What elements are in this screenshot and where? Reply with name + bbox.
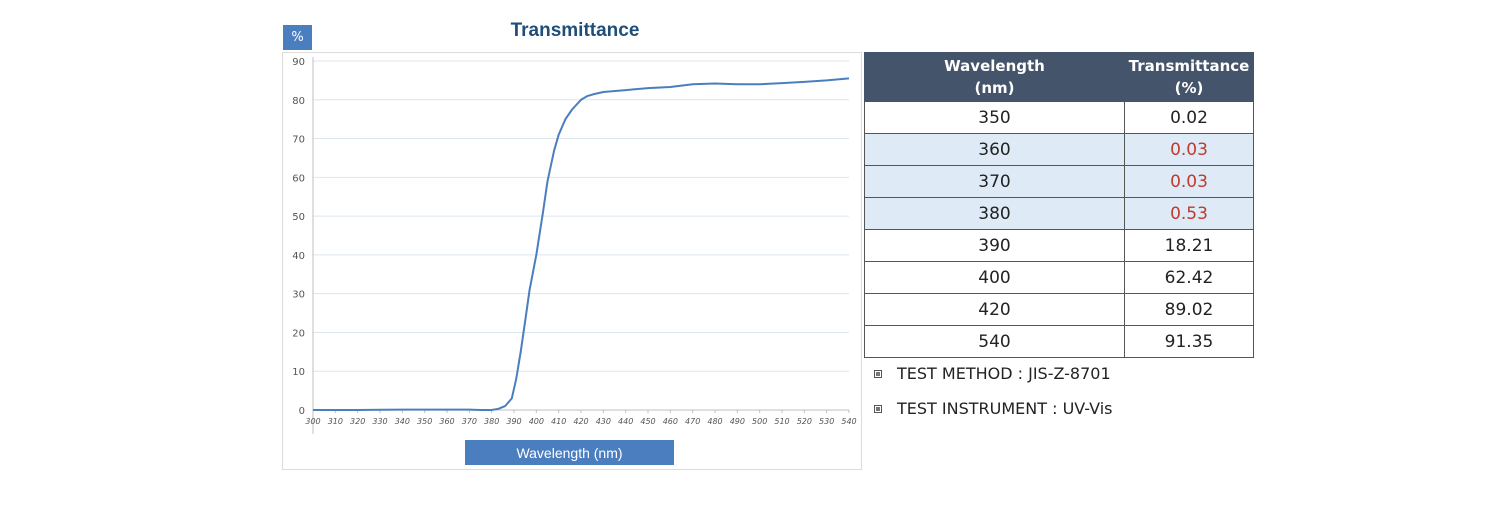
x-tick-label: 460 <box>663 417 678 426</box>
x-tick-label: 370 <box>462 417 477 426</box>
table-row: 420 89.02 <box>863 293 1254 326</box>
transmittance-cell: 0.03 <box>1124 165 1254 198</box>
wavelength-cell: 360 <box>863 133 1126 166</box>
y-tick-label: 10 <box>292 367 305 378</box>
x-tick-label: 490 <box>730 417 745 426</box>
x-tick-label: 330 <box>372 417 387 426</box>
header-wavelength-line2: (nm) <box>974 79 1015 97</box>
bullet-icon <box>874 404 882 413</box>
x-tick-label: 300 <box>305 417 320 426</box>
test-method-note: TEST METHOD : JIS-Z-8701 <box>874 364 1111 383</box>
y-tick-label: 70 <box>292 135 305 146</box>
x-tick-label: 500 <box>752 417 767 426</box>
y-tick-label: 30 <box>292 290 305 301</box>
chart-panel <box>282 52 862 470</box>
y-tick-label: 50 <box>292 212 305 223</box>
transmittance-cell: 91.35 <box>1124 325 1254 358</box>
x-tick-label: 540 <box>841 417 856 426</box>
x-tick-label: 430 <box>596 417 611 426</box>
x-tick-label: 410 <box>551 417 566 426</box>
wavelength-cell: 540 <box>863 325 1126 358</box>
x-tick-label: 320 <box>350 417 365 426</box>
y-tick-label: 60 <box>292 173 305 184</box>
transmittance-cell: 62.42 <box>1124 261 1254 294</box>
table-row: 400 62.42 <box>863 261 1254 294</box>
header-transmittance-line1: Transmittance <box>1128 57 1250 75</box>
x-tick-label: 310 <box>328 417 343 426</box>
y-tick-label: 80 <box>292 96 305 107</box>
x-tick-label: 350 <box>417 417 432 426</box>
table-row: 370 0.03 <box>863 165 1254 198</box>
test-method-text: TEST METHOD : JIS-Z-8701 <box>897 364 1111 383</box>
y-tick-label: 40 <box>292 251 305 262</box>
transmittance-table: Wavelength (nm) Transmittance (%) 350 0.0… <box>863 52 1254 358</box>
transmittance-cell: 0.02 <box>1124 101 1254 134</box>
header-transmittance: Transmittance (%) <box>1124 52 1254 102</box>
test-instrument-text: TEST INSTRUMENT : UV-Vis <box>897 399 1113 418</box>
header-wavelength: Wavelength (nm) <box>863 52 1126 102</box>
transmittance-line <box>313 77 850 411</box>
header-transmittance-line2: (%) <box>1174 79 1204 97</box>
table-body: 350 0.02 360 0.03 370 0.03 380 0.53 390 18.21 400 6… <box>863 101 1254 358</box>
x-tick-label: 400 <box>529 417 544 426</box>
transmittance-chart: 0 10 20 30 40 50 60 70 80 90 300 310 320 330 340 350 360… <box>292 57 857 434</box>
transmittance-cell: 18.21 <box>1124 229 1254 262</box>
wavelength-cell: 350 <box>863 101 1126 134</box>
x-tick-label: 390 <box>506 417 521 426</box>
x-tick-label: 470 <box>685 417 700 426</box>
chart-title: Transmittance <box>510 20 640 41</box>
table-row: 540 91.35 <box>863 325 1254 358</box>
wavelength-cell: 370 <box>863 165 1126 198</box>
x-tick-label: 530 <box>819 417 834 426</box>
x-tick-label: 380 <box>484 417 499 426</box>
wavelength-cell: 400 <box>863 261 1126 294</box>
x-axis-label: Wavelength (nm) <box>465 440 674 465</box>
x-tick-label: 340 <box>395 417 410 426</box>
transmittance-cell: 89.02 <box>1124 293 1254 326</box>
table-row: 380 0.53 <box>863 197 1254 230</box>
header-wavelength-line1: Wavelength <box>944 57 1045 75</box>
wavelength-cell: 420 <box>863 293 1126 326</box>
x-tick-label: 420 <box>573 417 588 426</box>
table-row: 360 0.03 <box>863 133 1254 166</box>
x-tick-label: 440 <box>618 417 633 426</box>
test-instrument-note: TEST INSTRUMENT : UV-Vis <box>874 399 1113 418</box>
x-tick-label: 450 <box>640 417 655 426</box>
table-row: 390 18.21 <box>863 229 1254 262</box>
bullet-icon <box>874 369 882 378</box>
table-header-row: Wavelength (nm) Transmittance (%) <box>863 52 1254 102</box>
wavelength-cell: 390 <box>863 229 1126 262</box>
x-tick-label: 480 <box>707 417 722 426</box>
x-tick-label: 510 <box>774 417 789 426</box>
table-row: 350 0.02 <box>863 101 1254 134</box>
y-tick-label: 20 <box>292 328 305 339</box>
x-tick-label: 520 <box>797 417 812 426</box>
x-tick-label: 360 <box>439 417 454 426</box>
transmittance-cell: 0.53 <box>1124 197 1254 230</box>
transmittance-cell: 0.03 <box>1124 133 1254 166</box>
y-tick-label: 0 <box>299 406 305 417</box>
y-tick-label: 90 <box>292 57 305 68</box>
y-axis-unit-badge: % <box>283 25 312 50</box>
wavelength-cell: 380 <box>863 197 1126 230</box>
